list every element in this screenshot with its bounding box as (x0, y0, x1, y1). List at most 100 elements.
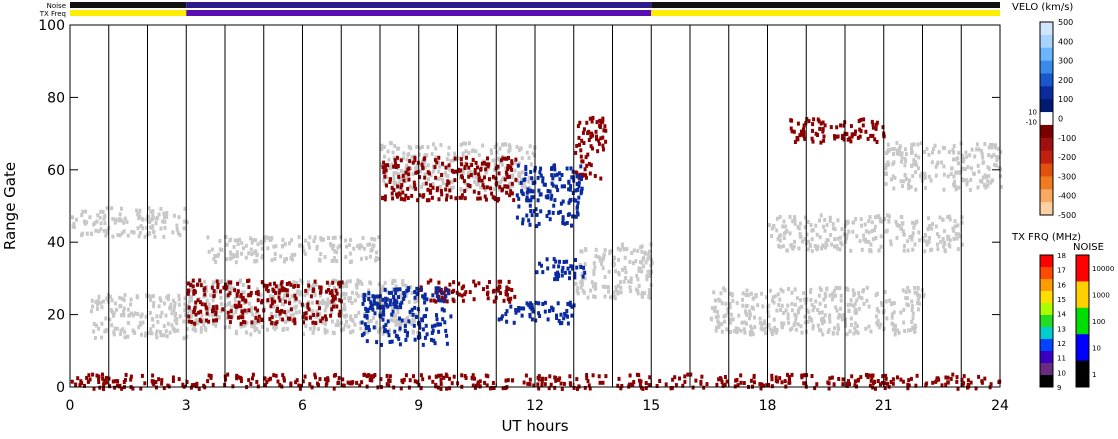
data-cell (884, 163, 888, 168)
data-cell (793, 321, 797, 325)
data-cell (871, 133, 875, 138)
data-cell (848, 382, 851, 387)
top-bar-segment (186, 10, 652, 16)
data-cell (857, 295, 861, 300)
data-cell (421, 327, 425, 332)
data-cell (871, 237, 875, 242)
data-cell (422, 193, 426, 198)
data-cell (784, 224, 788, 229)
data-cell (401, 173, 405, 178)
data-cell (199, 283, 203, 288)
data-cell (947, 242, 951, 247)
data-cell (873, 215, 877, 220)
data-cell (789, 126, 793, 131)
data-cell (435, 317, 439, 322)
data-cell (162, 211, 166, 216)
data-cell (601, 116, 605, 121)
data-cell (162, 234, 166, 239)
data-cell (537, 301, 541, 306)
data-cell (576, 387, 579, 391)
data-cell (323, 327, 327, 332)
data-cell (601, 284, 605, 289)
data-cell (942, 240, 946, 245)
data-cell (886, 149, 890, 153)
data-cell (575, 143, 579, 148)
data-cell (561, 265, 565, 270)
data-cell (415, 296, 419, 301)
data-cell (212, 280, 216, 285)
data-cell (204, 305, 208, 310)
data-cell (149, 327, 153, 332)
data-cell (581, 172, 585, 177)
data-cell (647, 288, 651, 293)
data-cell (297, 235, 301, 240)
data-cell (372, 298, 376, 303)
data-cell (382, 324, 386, 329)
data-cell (159, 226, 163, 231)
data-cell (853, 291, 857, 296)
data-cell (944, 382, 948, 387)
data-cell (270, 258, 274, 263)
data-cell (228, 320, 232, 325)
data-cell (613, 262, 616, 267)
data-cell (95, 219, 99, 224)
data-cell (833, 134, 836, 139)
data-cell (80, 381, 84, 386)
data-cell (446, 179, 450, 184)
data-cell (933, 143, 937, 148)
data-cell (342, 292, 346, 296)
data-cell (782, 219, 786, 224)
data-cell (584, 247, 588, 251)
data-cell (173, 304, 176, 309)
data-cell (576, 174, 579, 179)
data-cell (507, 279, 511, 284)
data-cell (324, 317, 328, 322)
data-cell (901, 221, 905, 226)
data-cell (453, 156, 457, 161)
data-cell (828, 313, 832, 318)
data-cell (226, 310, 230, 315)
data-cell (781, 325, 784, 330)
data-cell (418, 146, 422, 150)
data-cell (488, 280, 491, 284)
data-cell (175, 317, 179, 322)
data-cell (719, 291, 723, 296)
data-cell (585, 120, 589, 125)
data-cell (883, 381, 887, 386)
data-cell (216, 285, 220, 290)
data-cell (274, 290, 278, 295)
data-cell (845, 219, 849, 224)
data-cell (399, 158, 403, 163)
data-cell (199, 309, 203, 314)
data-cell (293, 305, 297, 310)
data-cell (817, 310, 821, 315)
data-cell (237, 300, 241, 305)
data-cell (183, 308, 187, 313)
data-cell (212, 311, 216, 316)
data-cell (914, 187, 918, 192)
data-cell (808, 242, 812, 247)
data-cell (977, 169, 981, 174)
data-cell (250, 252, 254, 257)
data-cell (969, 177, 973, 182)
data-cell (151, 373, 155, 378)
data-cell (890, 301, 894, 306)
data-cell (450, 179, 454, 184)
data-cell (408, 378, 412, 383)
data-cell (97, 326, 101, 331)
data-cell (550, 193, 554, 198)
data-cell (250, 240, 254, 245)
data-cell (648, 375, 652, 380)
data-cell (229, 309, 233, 314)
data-cell (890, 177, 893, 182)
data-cell (598, 118, 602, 123)
data-cell (247, 308, 251, 313)
data-cell (242, 290, 246, 295)
data-cell (803, 320, 807, 325)
data-cell (120, 206, 123, 211)
data-cell (889, 242, 893, 247)
data-cell (509, 304, 513, 309)
data-cell (496, 164, 500, 169)
data-cell (293, 284, 297, 288)
data-cell (529, 162, 533, 167)
